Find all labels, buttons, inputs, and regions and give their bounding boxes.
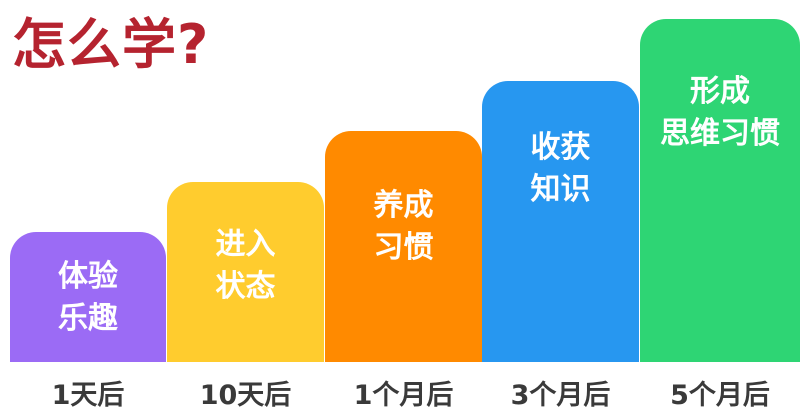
- step-4-line-2: 知识: [530, 172, 591, 207]
- page-title: 怎么学?: [12, 13, 210, 76]
- step-4-time: 3个月后: [510, 380, 611, 411]
- step-3-time: 1个月后: [353, 380, 454, 411]
- step-1-line-1: 体验: [58, 259, 118, 294]
- step-2-time: 10天后: [199, 380, 292, 411]
- step-2-box: 进入 状态: [167, 182, 324, 362]
- step-5-line-1: 形成: [690, 74, 750, 109]
- step-2-line-2: 状态: [215, 269, 276, 304]
- step-5-time: 5个月后: [670, 380, 770, 411]
- step-3-box: 养成 习惯: [325, 131, 482, 362]
- step-5-box: 形成 思维习惯: [640, 19, 800, 362]
- step-3-line-2: 习惯: [373, 230, 434, 265]
- step-1-time: 1天后: [51, 380, 125, 411]
- step-1-line-2: 乐趣: [58, 301, 118, 336]
- step-4-box: 收获 知识: [482, 81, 639, 362]
- step-1-box: 体验 乐趣: [10, 232, 166, 362]
- step-5-line-2: 思维习惯: [660, 116, 780, 151]
- step-2-line-1: 进入: [215, 227, 276, 262]
- step-4-line-1: 收获: [530, 130, 591, 165]
- step-3-line-1: 养成: [373, 188, 434, 223]
